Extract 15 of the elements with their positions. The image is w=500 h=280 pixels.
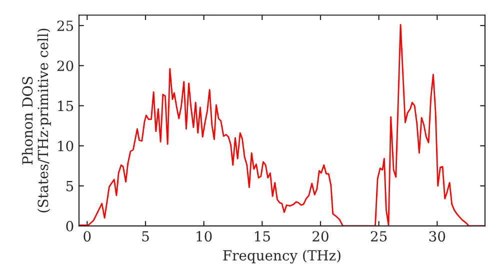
x-tick-label: 0 [84,231,91,242]
y-tick-label: 15 [58,100,74,112]
y-tick-label: 10 [58,140,74,152]
x-tick-label: 25 [370,231,387,242]
x-tick-label: 10 [196,231,212,242]
y-tick-label: 20 [57,60,74,72]
x-tick-label: 20 [312,231,328,242]
y-tick-label: 0 [66,220,74,232]
x-tick-label: 15 [255,231,270,242]
x-axis-title: Frequency (THz) [223,250,340,264]
x-tick-label: 5 [142,231,149,242]
x-tick-label: 30 [429,231,446,242]
y-axis-title: Phonon DOS (States/THz·primitive cell) [22,28,51,212]
y-tick-label: 25 [57,20,74,32]
y-tick-label: 5 [66,181,74,192]
